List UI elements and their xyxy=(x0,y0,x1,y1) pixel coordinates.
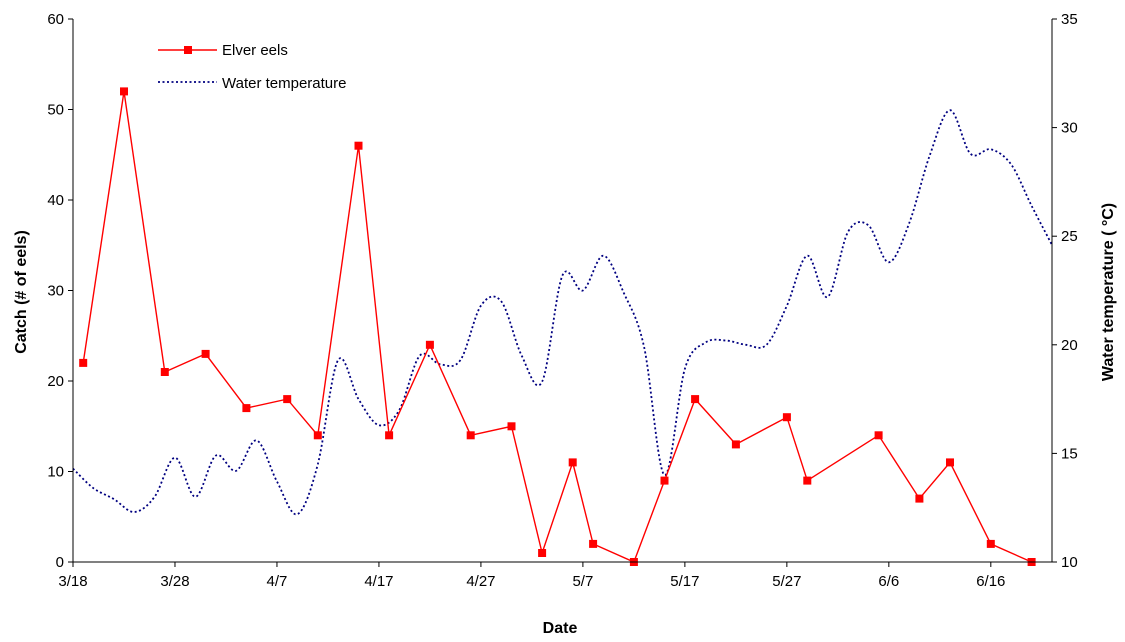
x-tick-label: 6/16 xyxy=(976,573,1005,590)
temperature-series xyxy=(72,109,1053,516)
eel-point xyxy=(874,431,883,440)
x-tick-label: 5/17 xyxy=(670,573,699,590)
eel-point xyxy=(915,494,924,503)
eel-point xyxy=(160,368,169,376)
eel-point xyxy=(283,395,292,404)
y-left-tick-label: 50 xyxy=(47,102,64,119)
eel-point xyxy=(120,87,128,96)
x-tick-label: 5/27 xyxy=(772,573,801,590)
y-left-tick-label: 60 xyxy=(47,11,64,28)
eel-point xyxy=(425,340,434,349)
eel-point xyxy=(466,431,475,440)
y-right-tick-label: 15 xyxy=(1061,445,1078,462)
y-axis-left-title: Catch (# of eels) xyxy=(13,230,30,354)
y-left-tick-label: 20 xyxy=(47,373,64,390)
eel-point xyxy=(385,431,394,440)
y-right-tick-label: 30 xyxy=(1061,120,1078,137)
temperature-line xyxy=(72,109,1053,516)
eel-series xyxy=(79,87,1036,566)
y-left-tick-label: 10 xyxy=(47,464,64,481)
eel-point xyxy=(354,141,363,150)
eel-point xyxy=(201,349,210,358)
y-right-tick-label: 35 xyxy=(1061,11,1078,28)
eel-point xyxy=(986,539,995,548)
eel-point xyxy=(538,549,547,557)
eel-point xyxy=(691,395,700,404)
legend-temp-label: Water temperature xyxy=(222,75,347,92)
tick-labels: 0 10 20 30 40 50 60 10 15 20 25 30 35 3/18 3/28 4/7 4/17… xyxy=(47,11,1077,590)
y-right-tick-label: 25 xyxy=(1061,228,1078,245)
eel-point xyxy=(242,404,251,413)
eel-point xyxy=(568,458,577,467)
x-tick-label: 3/28 xyxy=(160,573,189,590)
eel-point xyxy=(731,440,740,449)
legend-eel-marker xyxy=(184,46,192,54)
y-right-tick-label: 20 xyxy=(1061,337,1078,354)
x-axis-title: Date xyxy=(543,620,578,637)
x-tick-label: 4/17 xyxy=(364,573,393,590)
eel-point xyxy=(782,413,791,422)
x-tick-label: 5/7 xyxy=(572,573,593,590)
axes xyxy=(68,18,1057,567)
y-axis-right-title: Water temperature ( °C) xyxy=(1100,203,1117,381)
x-tick-label: 4/27 xyxy=(466,573,495,590)
eel-point xyxy=(946,458,954,467)
x-tick-label: 6/6 xyxy=(878,573,899,590)
eel-line xyxy=(82,91,1032,563)
eel-point xyxy=(803,476,812,485)
y-left-tick-label: 0 xyxy=(56,554,64,571)
eel-point xyxy=(79,358,88,367)
eel-point xyxy=(313,431,322,440)
legend: Elver eels Water temperature xyxy=(158,42,347,92)
x-tick-label: 4/7 xyxy=(267,573,288,590)
eel-point xyxy=(507,422,516,431)
legend-eel-label: Elver eels xyxy=(222,42,288,59)
y-left-tick-label: 40 xyxy=(47,192,64,209)
eel-point xyxy=(589,539,598,548)
y-right-tick-label: 10 xyxy=(1061,554,1078,571)
y-left-tick-label: 30 xyxy=(47,283,64,300)
eel-point xyxy=(660,476,669,485)
x-tick-label: 3/18 xyxy=(58,573,87,590)
